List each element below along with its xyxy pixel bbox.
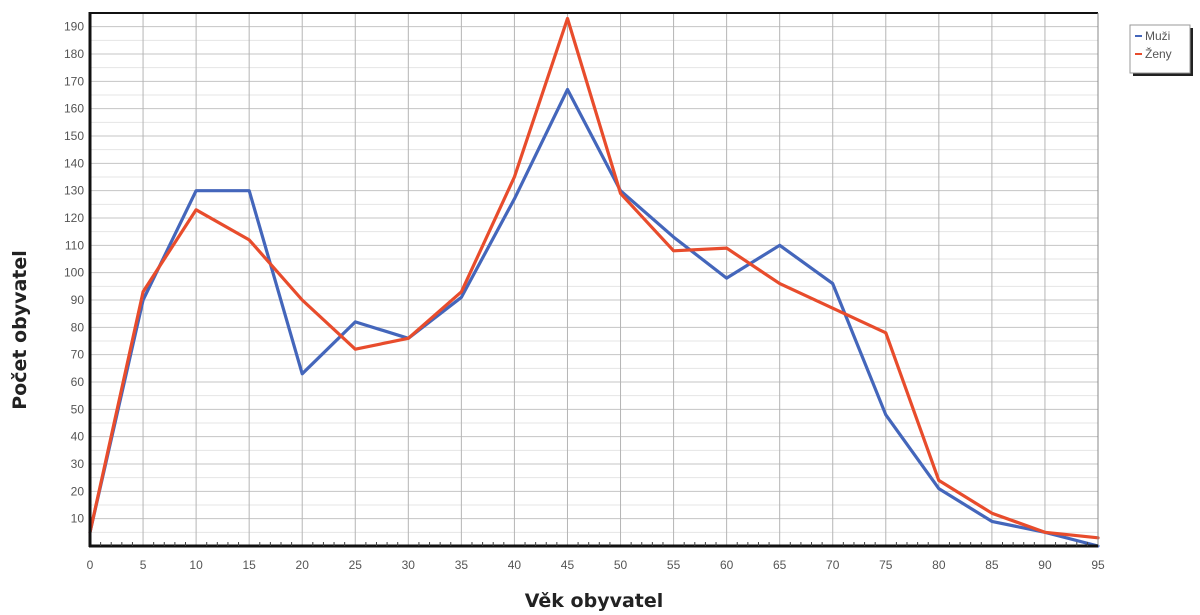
x-tick-label: 95 (1091, 558, 1105, 572)
x-tick-label: 25 (349, 558, 363, 572)
x-tick-label: 20 (296, 558, 310, 572)
y-tick-label: 50 (71, 402, 85, 416)
grid-lines (90, 13, 1099, 546)
y-tick-label: 150 (64, 129, 84, 143)
y-tick-label: 90 (71, 293, 85, 307)
y-tick-label: 30 (71, 457, 85, 471)
y-tick-label: 100 (64, 266, 84, 280)
plot-background (90, 13, 1098, 546)
y-tick-label: 190 (64, 20, 84, 34)
y-tick-label: 70 (71, 348, 85, 362)
series-line-zeny (88, 16, 1100, 540)
x-tick-label: 65 (773, 558, 787, 572)
x-tick-label: 5 (140, 558, 147, 572)
x-tick-label: 10 (189, 558, 203, 572)
x-tick-label: 80 (932, 558, 946, 572)
legend: Muži Ženy (1129, 24, 1193, 76)
x-tick-label: 0 (87, 558, 94, 572)
y-tick-label: 60 (71, 375, 85, 389)
x-tick-label: 90 (1038, 558, 1052, 572)
x-tick-label: 70 (826, 558, 840, 572)
y-tick-label: 130 (64, 184, 84, 198)
x-tick-label: 45 (561, 558, 575, 572)
x-tick-label: 60 (720, 558, 734, 572)
y-tick-label: 110 (65, 238, 84, 252)
x-axis-title: Věk obyvatel (525, 590, 664, 612)
y-tick-label: 180 (64, 47, 84, 61)
y-tick-label: 120 (64, 211, 84, 225)
legend-label: Muži (1145, 29, 1170, 43)
y-tick-label: 20 (71, 484, 85, 498)
plot-frame (88, 12, 1099, 548)
x-tick-label: 85 (985, 558, 999, 572)
y-tick-label: 10 (71, 512, 85, 526)
y-tick-label: 140 (64, 156, 84, 170)
y-tick-label: 40 (71, 430, 85, 444)
legend-label: Ženy (1145, 46, 1172, 61)
x-tick-label: 35 (455, 558, 469, 572)
y-tick-label: 80 (71, 320, 85, 334)
y-tick-label: 160 (64, 102, 84, 116)
x-tick-label: 55 (667, 558, 681, 572)
x-tick-label: 15 (242, 558, 256, 572)
x-tick-label: 75 (879, 558, 893, 572)
x-tick-label: 30 (402, 558, 416, 572)
x-axis-ticks: 0 5 10 15 20 25 30 35 40 45 50 55 60 65 70 75 80 85 90 95 (87, 558, 1105, 572)
y-axis-ticks: 10 20 30 40 50 60 70 80 90 100 110 120 130 140 150 160 1… (64, 20, 84, 526)
y-axis-title: Počet obyvatel (9, 250, 31, 410)
y-tick-label: 170 (64, 74, 84, 88)
legend-box (1129, 24, 1191, 74)
series-line-muzi (88, 87, 1100, 548)
series-layer (88, 16, 1100, 548)
x-tick-label: 50 (614, 558, 628, 572)
x-tick-label: 40 (508, 558, 522, 572)
